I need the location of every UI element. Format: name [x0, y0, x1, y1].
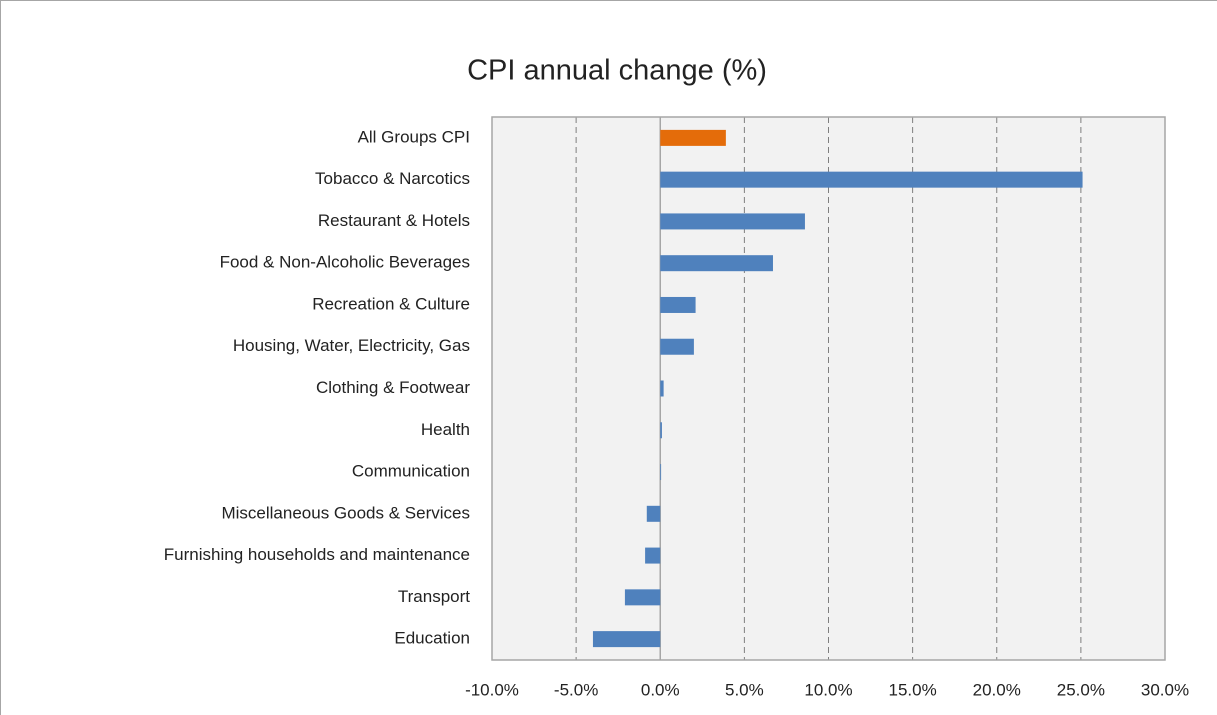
y-tick-label: Health — [421, 420, 470, 439]
y-tick-label: Furnishing households and maintenance — [164, 545, 470, 564]
y-tick-label: Transport — [398, 587, 470, 606]
y-tick-label: All Groups CPI — [358, 127, 470, 146]
y-tick-label: Clothing & Footwear — [316, 378, 470, 397]
bar — [660, 296, 696, 313]
x-tick-label: -5.0% — [554, 680, 598, 699]
bar — [660, 380, 664, 397]
y-tick-label: Tobacco & Narcotics — [315, 169, 470, 188]
bar — [660, 129, 726, 146]
bar — [660, 255, 773, 272]
x-tick-label: 25.0% — [1057, 680, 1105, 699]
x-tick-label: 5.0% — [725, 680, 764, 699]
x-tick-label: 10.0% — [804, 680, 852, 699]
x-tick-label: 15.0% — [889, 680, 937, 699]
y-tick-label: Food & Non-Alcoholic Beverages — [220, 253, 470, 272]
x-tick-label: 30.0% — [1141, 680, 1189, 699]
y-tick-label: Restaurant & Hotels — [318, 211, 470, 230]
y-tick-label: Miscellaneous Goods & Services — [221, 503, 470, 522]
bar — [660, 422, 662, 439]
bar — [660, 213, 805, 230]
bar — [646, 505, 661, 522]
y-tick-label: Education — [394, 629, 470, 648]
y-tick-label: Recreation & Culture — [312, 294, 470, 313]
x-tick-label: 0.0% — [641, 680, 680, 699]
bar — [660, 464, 662, 481]
y-tick-label: Housing, Water, Electricity, Gas — [233, 336, 470, 355]
x-tick-label: -10.0% — [465, 680, 519, 699]
bar — [660, 338, 694, 355]
y-tick-label: Communication — [352, 462, 470, 481]
plot-border — [491, 116, 1166, 661]
x-tick-label: 20.0% — [973, 680, 1021, 699]
bar — [660, 171, 1083, 188]
bar — [645, 547, 661, 564]
chart-title: CPI annual change (%) — [467, 55, 767, 87]
bar — [624, 589, 661, 606]
bar — [592, 631, 661, 648]
